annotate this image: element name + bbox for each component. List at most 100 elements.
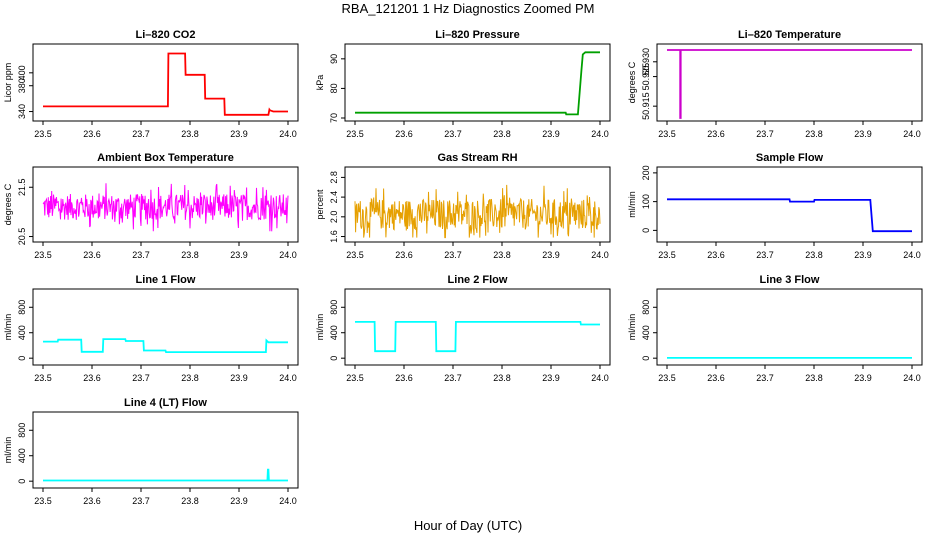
- x-tick-label-4: 23.5: [34, 250, 52, 260]
- y-tick-label-10: 0: [17, 479, 27, 484]
- y-tick-label-1: 340: [17, 104, 27, 119]
- y-tick-label-3: 50.930: [641, 48, 651, 76]
- x-tick-label-9: 23.5: [658, 373, 676, 383]
- x-tick-label-6: 23.8: [805, 250, 823, 260]
- x-tick-label-2: 23.9: [542, 129, 560, 139]
- y-tick-label-8: 0: [329, 356, 339, 361]
- x-tick-label-6: 23.5: [658, 250, 676, 260]
- x-tick-label-7: 23.7: [132, 373, 150, 383]
- panel-title-7: Line 1 Flow: [136, 274, 196, 286]
- x-tick-label-7: 23.8: [181, 373, 199, 383]
- x-tick-label-8: 23.9: [542, 373, 560, 383]
- y-axis-label-7: ml/min: [3, 314, 13, 341]
- plot-frame-7: [32, 288, 299, 366]
- panel-title-8: Line 2 Flow: [448, 274, 508, 286]
- x-tick-label-2: 23.6: [395, 129, 413, 139]
- x-tick-label-9: 24.0: [903, 373, 921, 383]
- y-tick-label-1: 380: [17, 78, 27, 93]
- x-tick-label-10: 23.9: [230, 496, 248, 506]
- panel-title-4: Ambient Box Temperature: [97, 152, 234, 164]
- plot-frame-8: [344, 288, 611, 366]
- x-tick-label-5: 23.9: [542, 250, 560, 260]
- panel-title-5: Gas Stream RH: [437, 152, 517, 164]
- x-tick-label-10: 23.7: [132, 496, 150, 506]
- x-tick-label-1: 23.5: [34, 129, 52, 139]
- x-tick-label-5: 23.8: [493, 250, 511, 260]
- y-axis-label-6: ml/min: [627, 191, 637, 218]
- x-tick-label-7: 23.9: [230, 373, 248, 383]
- x-tick-label-4: 23.8: [181, 250, 199, 260]
- plot-frame-4: [32, 166, 299, 243]
- y-tick-label-9: 0: [641, 356, 651, 361]
- x-tick-label-5: 23.7: [444, 250, 462, 260]
- x-tick-label-4: 23.6: [83, 250, 101, 260]
- panel-title-3: Li–820 Temperature: [738, 29, 841, 41]
- x-tick-label-3: 23.7: [756, 129, 774, 139]
- x-tick-label-8: 23.6: [395, 373, 413, 383]
- plot-frame-1: [32, 43, 299, 122]
- y-tick-label-3: 50.925: [641, 63, 651, 91]
- series-line-4: [42, 183, 289, 232]
- y-tick-label-7: 800: [17, 300, 27, 315]
- y-tick-label-9: 400: [641, 325, 651, 340]
- series-line-10: [43, 468, 288, 482]
- x-tick-label-9: 23.9: [854, 373, 872, 383]
- y-tick-label-10: 800: [17, 423, 27, 438]
- plot-frame-6: [656, 166, 923, 243]
- x-tick-label-6: 24.0: [903, 250, 921, 260]
- y-tick-label-7: 0: [17, 356, 27, 361]
- x-tick-label-5: 23.5: [346, 250, 364, 260]
- series-line-6: [667, 198, 912, 233]
- x-tick-label-1: 23.8: [181, 129, 199, 139]
- y-tick-label-5: 2.4: [329, 191, 339, 204]
- y-axis-label-9: ml/min: [627, 314, 637, 341]
- y-tick-label-2: 70: [329, 113, 339, 123]
- plot-frame-2: [344, 43, 611, 122]
- y-axis-label-2: kPa: [315, 75, 325, 91]
- y-tick-label-4: 20.5: [17, 228, 27, 246]
- x-tick-label-1: 23.6: [83, 129, 101, 139]
- x-tick-label-5: 23.6: [395, 250, 413, 260]
- y-axis-label-1: Licor ppm: [3, 63, 13, 103]
- series-line-8: [355, 320, 600, 353]
- x-tick-label-8: 24.0: [591, 373, 609, 383]
- y-tick-label-3: 50.915: [641, 92, 651, 120]
- plot-frame-9: [656, 288, 923, 366]
- y-tick-label-10: 400: [17, 448, 27, 463]
- x-tick-label-10: 24.0: [279, 496, 297, 506]
- x-tick-label-10: 23.6: [83, 496, 101, 506]
- x-tick-label-10: 23.5: [34, 496, 52, 506]
- series-line-5: [354, 184, 601, 239]
- x-tick-label-3: 23.6: [707, 129, 725, 139]
- y-tick-label-5: 2.0: [329, 211, 339, 224]
- figure-title: RBA_121201 1 Hz Diagnostics Zoomed PM: [341, 1, 595, 16]
- y-axis-label-8: ml/min: [315, 314, 325, 341]
- y-axis-label-4: degrees C: [3, 183, 13, 225]
- x-tick-label-9: 23.8: [805, 373, 823, 383]
- x-tick-label-8: 23.7: [444, 373, 462, 383]
- y-tick-label-6: 100: [641, 194, 651, 209]
- x-tick-label-2: 23.8: [493, 129, 511, 139]
- x-tick-label-7: 23.6: [83, 373, 101, 383]
- panel-title-2: Li–820 Pressure: [435, 29, 519, 41]
- y-tick-label-8: 800: [329, 300, 339, 315]
- panel-title-6: Sample Flow: [756, 152, 824, 164]
- y-tick-label-2: 90: [329, 54, 339, 64]
- x-tick-label-6: 23.6: [707, 250, 725, 260]
- y-tick-label-2: 80: [329, 83, 339, 93]
- x-tick-label-4: 23.7: [132, 250, 150, 260]
- x-tick-label-9: 23.7: [756, 373, 774, 383]
- y-tick-label-9: 800: [641, 300, 651, 315]
- plot-frame-3: [656, 43, 923, 122]
- x-tick-label-7: 23.5: [34, 373, 52, 383]
- y-tick-label-1: 400: [17, 65, 27, 80]
- y-tick-label-6: 0: [641, 228, 651, 233]
- x-tick-label-3: 23.9: [854, 129, 872, 139]
- y-tick-label-5: 2.8: [329, 171, 339, 184]
- series-line-1: [43, 52, 288, 116]
- x-tick-label-2: 23.7: [444, 129, 462, 139]
- series-line-3: [667, 49, 912, 119]
- y-axis-label-5: percent: [315, 189, 325, 220]
- x-tick-label-8: 23.8: [493, 373, 511, 383]
